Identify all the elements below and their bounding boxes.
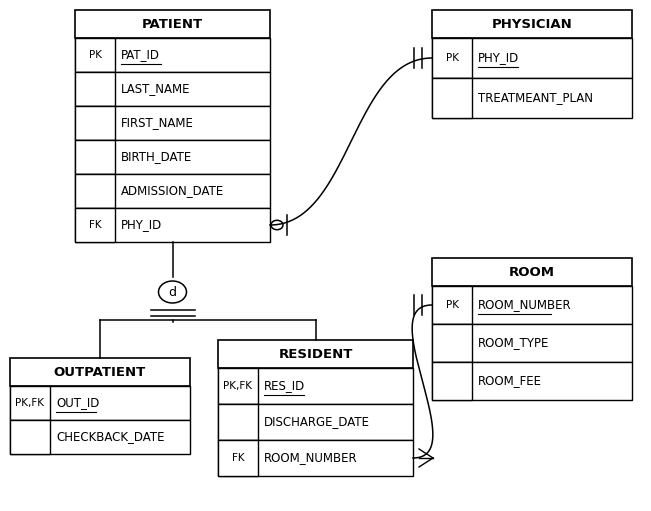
Text: PHYSICIAN: PHYSICIAN [492, 17, 572, 31]
Text: RES_ID: RES_ID [264, 380, 305, 392]
Bar [432, 258, 632, 286]
Bar [432, 10, 632, 38]
Bar [218, 368, 413, 404]
Bar [10, 386, 50, 420]
Bar [218, 404, 258, 440]
Bar [75, 72, 115, 106]
Bar [432, 324, 632, 362]
Text: PAT_ID: PAT_ID [121, 49, 160, 61]
Text: BIRTH_DATE: BIRTH_DATE [121, 151, 192, 164]
Bar [75, 72, 270, 106]
Bar [75, 208, 115, 242]
Bar [10, 358, 190, 386]
Text: d: d [169, 286, 176, 298]
Text: RESIDENT: RESIDENT [279, 347, 353, 360]
Text: ROOM_FEE: ROOM_FEE [478, 375, 542, 387]
Text: ROOM_NUMBER: ROOM_NUMBER [478, 298, 572, 312]
Bar [218, 440, 413, 476]
Text: PHY_ID: PHY_ID [478, 52, 519, 64]
Bar [75, 38, 270, 72]
Bar [75, 38, 115, 72]
Text: TREATMEANT_PLAN: TREATMEANT_PLAN [478, 91, 593, 105]
Bar [218, 404, 413, 440]
Text: FK: FK [89, 220, 102, 230]
Bar [75, 10, 270, 38]
Text: LAST_NAME: LAST_NAME [121, 82, 191, 96]
Text: PHY_ID: PHY_ID [121, 219, 162, 231]
Text: ROOM: ROOM [509, 266, 555, 278]
Text: PK: PK [445, 300, 458, 310]
Bar [432, 324, 472, 362]
Bar [432, 38, 472, 78]
Bar [75, 174, 270, 208]
Text: PK,FK: PK,FK [16, 398, 44, 408]
Text: PK: PK [445, 53, 458, 63]
Bar [75, 140, 270, 174]
Bar [75, 208, 270, 242]
Bar [75, 106, 115, 140]
Bar [432, 78, 472, 118]
Bar [10, 386, 190, 420]
Bar [432, 362, 472, 400]
Bar [432, 286, 632, 324]
Text: ROOM_TYPE: ROOM_TYPE [478, 337, 549, 350]
Bar [75, 106, 270, 140]
Bar [432, 78, 632, 118]
Text: FK: FK [232, 453, 244, 463]
Bar [432, 38, 632, 78]
Text: ADMISSION_DATE: ADMISSION_DATE [121, 184, 224, 197]
Bar [75, 140, 115, 174]
Text: PATIENT: PATIENT [142, 17, 203, 31]
Text: OUTPATIENT: OUTPATIENT [54, 365, 146, 379]
Text: DISCHARGE_DATE: DISCHARGE_DATE [264, 415, 370, 429]
Text: FIRST_NAME: FIRST_NAME [121, 117, 194, 129]
Bar [218, 368, 258, 404]
Text: CHECKBACK_DATE: CHECKBACK_DATE [56, 430, 165, 444]
Text: ROOM_NUMBER: ROOM_NUMBER [264, 452, 357, 464]
Text: PK: PK [89, 50, 102, 60]
Bar [218, 340, 413, 368]
Bar [432, 362, 632, 400]
Bar [10, 420, 50, 454]
Text: OUT_ID: OUT_ID [56, 397, 100, 409]
Bar [10, 420, 190, 454]
Bar [432, 286, 472, 324]
Text: PK,FK: PK,FK [223, 381, 253, 391]
Bar [75, 174, 115, 208]
Bar [218, 440, 258, 476]
